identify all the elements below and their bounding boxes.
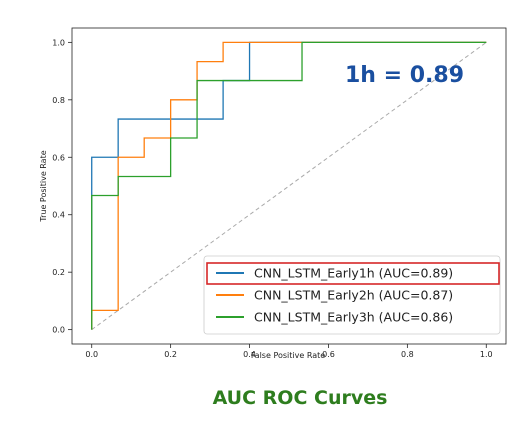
roc-line-series-1 bbox=[91, 41, 487, 330]
diagonal-layer bbox=[91, 41, 487, 331]
legend-highlight-box bbox=[206, 262, 500, 285]
x-tick-label: 0.2 bbox=[164, 350, 177, 359]
legend: CNN_LSTM_Early1h (AUC=0.89) CNN_LSTM_Earl… bbox=[203, 255, 501, 335]
y-tick-label: 0.0 bbox=[52, 326, 65, 335]
legend-label-series-2: CNN_LSTM_Early2h (AUC=0.87) bbox=[254, 288, 453, 303]
x-axis-label: False Positive Rate bbox=[251, 351, 325, 360]
chart-caption: AUC ROC Curves bbox=[213, 387, 388, 409]
auc-annotation: 1h = 0.89 bbox=[345, 63, 464, 88]
diagonal-reference-line bbox=[91, 41, 487, 331]
y-tick-label: 0.2 bbox=[52, 268, 65, 277]
series-layer bbox=[91, 41, 487, 330]
x-tick-label: 1.0 bbox=[480, 350, 493, 359]
legend-label-series-1: CNN_LSTM_Early1h (AUC=0.89) bbox=[254, 266, 453, 281]
x-tick-label: 0.0 bbox=[85, 350, 98, 359]
roc-line-series-3 bbox=[91, 41, 487, 330]
y-axis-label: True Positive Rate bbox=[39, 150, 48, 222]
legend-label-series-3: CNN_LSTM_Early3h (AUC=0.86) bbox=[254, 310, 453, 325]
y-ticks: 0.0 0.2 0.4 0.6 0.8 1.0 bbox=[52, 38, 72, 335]
y-tick-label: 0.4 bbox=[52, 211, 65, 220]
x-tick-label: 0.4 bbox=[243, 350, 256, 359]
y-tick-label: 0.6 bbox=[52, 153, 65, 162]
y-tick-label: 0.8 bbox=[52, 96, 65, 105]
x-ticks: 0.0 0.2 0.4 0.6 0.8 1.0 bbox=[85, 344, 493, 359]
y-tick-label: 1.0 bbox=[52, 38, 65, 47]
x-tick-label: 0.8 bbox=[401, 350, 414, 359]
x-tick-label: 0.6 bbox=[322, 350, 335, 359]
legend-box bbox=[203, 255, 501, 335]
